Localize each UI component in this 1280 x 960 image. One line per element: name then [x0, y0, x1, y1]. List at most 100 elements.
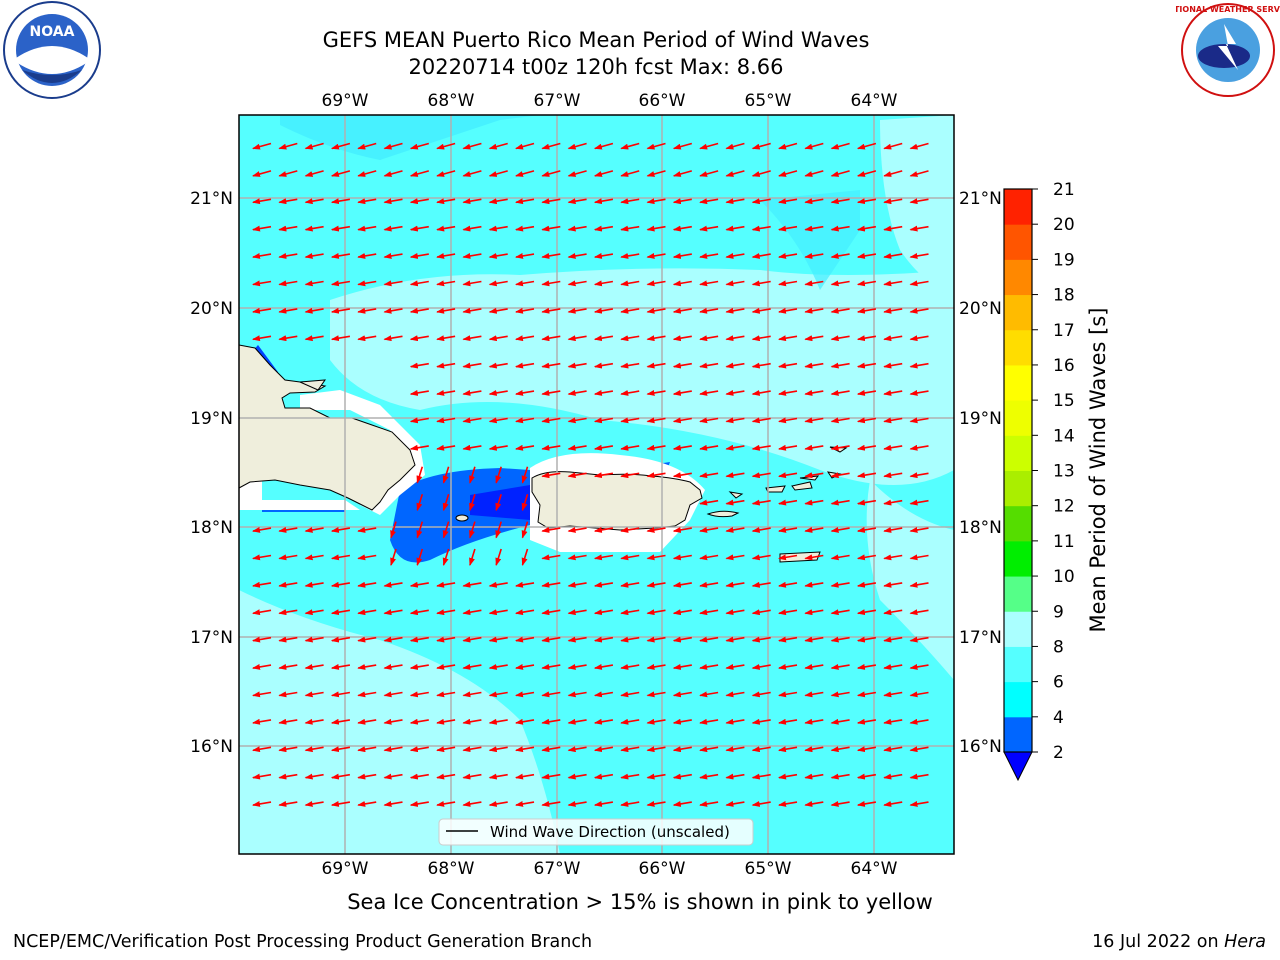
wind-arrow — [462, 142, 482, 150]
colorbar-segment — [1004, 224, 1032, 260]
wind-arrow — [593, 389, 614, 396]
wind-arrow — [488, 280, 508, 287]
wind-arrow — [725, 198, 745, 205]
wind-arrow — [620, 417, 640, 424]
wind-arrow — [856, 718, 877, 725]
wind-arrow — [436, 362, 456, 369]
wind-arrow — [804, 663, 824, 670]
wind-arrow — [804, 170, 824, 177]
wind-arrow — [909, 526, 929, 533]
wind-arrow — [620, 526, 640, 533]
wind-arrow — [567, 170, 587, 177]
wind-arrow — [725, 170, 745, 177]
lon-label-bottom: 67°W — [534, 859, 581, 879]
wind-arrow — [541, 362, 561, 369]
wind-arrow — [751, 252, 771, 259]
wind-arrow — [383, 581, 403, 588]
wind-arrow — [646, 252, 666, 259]
wind-arrow — [462, 581, 482, 588]
wind-arrow — [699, 280, 719, 287]
wind-arrow — [541, 280, 561, 287]
wind-arrow — [515, 198, 535, 205]
wind-arrow — [909, 198, 929, 205]
wind-arrow — [515, 335, 535, 342]
wind-arrow — [541, 252, 561, 259]
wind-arrow — [751, 746, 771, 753]
wind-arrow — [646, 335, 666, 342]
wind-arrow — [751, 718, 771, 725]
wind-arrow — [646, 280, 666, 287]
colorbar-tick-label: 16 — [1053, 356, 1075, 376]
wind-arrow — [462, 691, 482, 698]
wind-arrow — [541, 800, 561, 807]
wind-arrow — [442, 493, 450, 512]
colorbar-segment — [1004, 716, 1032, 753]
wind-arrow — [436, 663, 456, 670]
wind-arrow — [830, 170, 850, 177]
wind-arrow — [593, 142, 614, 150]
wind-arrow — [909, 170, 929, 177]
wind-arrow — [725, 773, 745, 780]
wind-arrow — [252, 773, 272, 780]
wind-arrow — [699, 198, 719, 205]
wind-arrow — [593, 663, 614, 670]
wind-arrow — [699, 444, 719, 451]
wind-arrow — [646, 773, 666, 780]
colorbar-segment — [1004, 646, 1032, 683]
sea-ice-caption: Sea Ice Concentration > 15% is shown in … — [347, 890, 933, 914]
wind-arrow — [304, 636, 324, 643]
wind-arrow — [672, 335, 692, 342]
wind-arrow — [436, 142, 456, 150]
wind-arrow — [778, 389, 798, 396]
wind-arrow — [541, 746, 561, 753]
wind-arrow — [830, 663, 850, 670]
wind-arrow — [357, 198, 377, 205]
wind-arrow — [462, 609, 482, 616]
wind-arrow — [856, 225, 877, 232]
wind-arrow — [330, 581, 351, 588]
wind-arrow — [751, 225, 771, 232]
lon-label-bottom: 68°W — [428, 859, 475, 879]
wind-arrow — [278, 691, 298, 698]
wind-arrow — [409, 609, 429, 616]
wind-arrow — [515, 581, 535, 588]
wind-arrow — [620, 472, 640, 479]
wind-arrow — [357, 773, 377, 780]
wind-arrow — [593, 800, 614, 807]
wind-arrow — [883, 746, 903, 753]
wind-arrow — [409, 307, 429, 314]
wind-arrow — [804, 142, 824, 150]
wind-arrow — [330, 663, 351, 670]
wind-arrow — [304, 307, 324, 314]
wind-arrow — [830, 581, 850, 588]
wind-arrow — [252, 142, 272, 150]
wind-arrow — [567, 252, 587, 259]
wind-arrow — [856, 746, 877, 753]
wind-arrow — [409, 389, 429, 396]
wind-arrow — [252, 554, 272, 561]
wind-arrow — [436, 746, 456, 753]
wind-arrow — [804, 389, 824, 396]
wind-arrow — [883, 225, 903, 232]
wind-arrow — [672, 252, 692, 259]
colorbar-tick-label: 8 — [1053, 637, 1064, 657]
wind-arrow — [672, 142, 693, 150]
colorbar-tick-label: 19 — [1053, 250, 1075, 270]
wind-arrow — [646, 526, 666, 533]
wind-arrow — [778, 198, 798, 205]
wind-arrow — [357, 636, 377, 643]
wind-arrow — [488, 444, 508, 451]
wind-arrow — [620, 636, 640, 643]
wind-arrow — [646, 663, 666, 670]
wind-arrow — [252, 198, 272, 205]
wind-arrow — [330, 773, 351, 780]
lon-label-top: 65°W — [745, 91, 792, 111]
wind-arrow — [515, 142, 535, 150]
wind-arrow — [751, 444, 771, 451]
wind-arrow — [462, 773, 482, 780]
wind-arrow — [304, 800, 324, 807]
land-st-john — [791, 481, 813, 491]
wind-arrow — [751, 636, 771, 643]
wind-arrow — [436, 252, 456, 259]
wind-arrow — [856, 389, 877, 396]
